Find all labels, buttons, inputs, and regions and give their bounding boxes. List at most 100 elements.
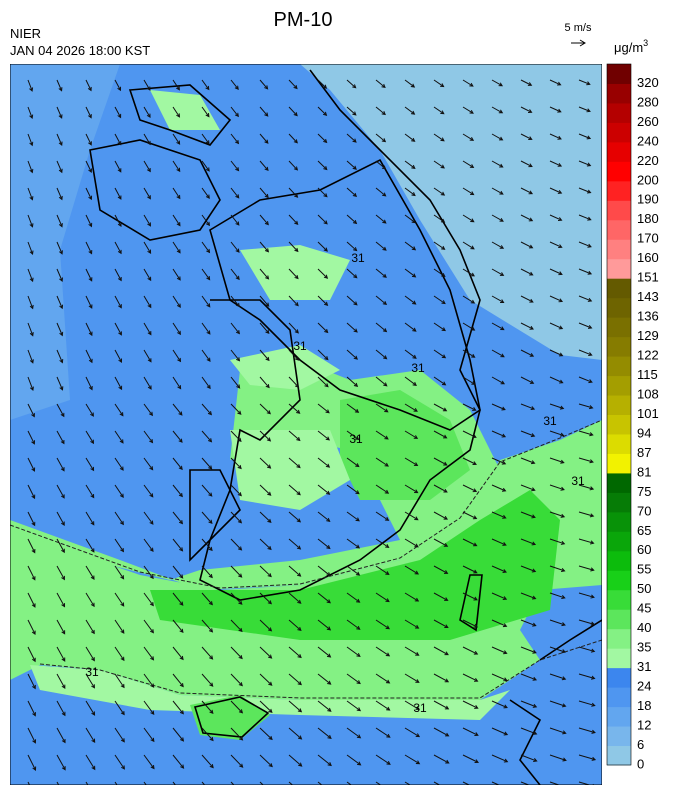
wind-arrow xyxy=(520,241,534,249)
wind-arrow xyxy=(56,160,63,174)
wind-arrow xyxy=(114,133,122,146)
wind-arrow xyxy=(172,268,181,281)
wind-arrow xyxy=(201,79,210,91)
wind-arrow xyxy=(288,241,299,253)
wind-arrow xyxy=(433,133,445,142)
wind-arrow xyxy=(433,592,449,601)
colorbar-label: 6 xyxy=(637,737,644,752)
wind-arrow xyxy=(259,79,269,90)
colorbar-segment xyxy=(607,395,631,415)
colorbar-segment xyxy=(607,180,631,201)
wind-arrow xyxy=(259,727,273,741)
wind-arrow xyxy=(462,349,476,358)
colorbar-segment xyxy=(607,141,631,162)
wind-arrow xyxy=(520,268,534,276)
wind-arrow xyxy=(549,79,562,86)
wind-arrow xyxy=(433,754,450,764)
wind-arrow xyxy=(520,295,534,303)
wind-arrow xyxy=(491,646,508,655)
wind-field xyxy=(27,79,597,785)
wind-arrow xyxy=(114,484,124,499)
wind-arrow xyxy=(346,538,361,549)
wind-arrow xyxy=(201,592,213,606)
wind-arrow xyxy=(259,511,272,523)
wind-arrow xyxy=(462,538,478,547)
wind-arrow xyxy=(404,592,420,602)
wind-arrow xyxy=(520,133,533,141)
wind-arrow xyxy=(114,268,122,282)
colorbar-segment xyxy=(607,492,631,513)
wind-arrow xyxy=(56,484,65,499)
wind-arrow xyxy=(172,376,182,390)
wind-arrow xyxy=(172,592,184,606)
wind-arrow xyxy=(259,592,273,605)
wind-arrow xyxy=(143,457,154,471)
wind-arrow xyxy=(520,619,537,627)
wind-arrow xyxy=(27,511,36,527)
wind-arrow xyxy=(317,484,331,495)
wind-arrow xyxy=(578,484,595,491)
wind-arrow xyxy=(114,106,122,119)
wind-arrow xyxy=(346,484,360,495)
wind-arrow xyxy=(230,727,244,741)
colorbar-label: 160 xyxy=(637,250,659,265)
colorbar-label: 94 xyxy=(637,425,651,440)
contour-label: 31 xyxy=(411,361,425,375)
wind-arrow xyxy=(578,403,594,410)
colorbar-label: 151 xyxy=(637,270,659,285)
wind-arrow xyxy=(520,484,536,492)
wind-arrow xyxy=(346,646,361,658)
colorbar-segment xyxy=(607,83,631,104)
wind-arrow xyxy=(56,214,63,228)
colorbar-segment xyxy=(607,102,631,123)
colorbar-segment xyxy=(607,414,631,435)
wind-arrow xyxy=(375,187,387,197)
wind-arrow xyxy=(172,538,184,552)
wind-arrow xyxy=(346,106,357,116)
contour-31 xyxy=(10,419,602,699)
wind-arrow xyxy=(259,781,264,785)
wind-arrow xyxy=(172,79,180,91)
wind-arrow xyxy=(201,511,213,524)
colorbar-label: 180 xyxy=(637,211,659,226)
zone-45 xyxy=(150,490,560,640)
wind-arrow xyxy=(27,295,34,310)
wind-arrow xyxy=(114,565,125,580)
wind-arrow xyxy=(520,511,536,519)
wind-arrow xyxy=(375,511,390,521)
colorbar-label: 35 xyxy=(637,640,651,655)
wind-arrow xyxy=(549,754,567,762)
wind-arrow xyxy=(404,511,419,521)
wind-arrow xyxy=(230,646,243,660)
wind-arrow xyxy=(317,673,332,685)
colorbar-label: 260 xyxy=(637,114,659,129)
wind-arrow xyxy=(317,511,331,522)
wind-arrow xyxy=(288,727,303,740)
wind-arrow xyxy=(143,619,154,634)
wind-arrow xyxy=(259,457,272,469)
wind-arrow xyxy=(578,700,596,707)
wind-arrow xyxy=(56,457,65,472)
wind-arrow xyxy=(85,322,93,337)
wind-arrow xyxy=(85,619,95,635)
colorbar-label: 280 xyxy=(637,94,659,109)
wind-arrow xyxy=(143,538,154,552)
wind-arrow xyxy=(346,349,358,360)
wind-arrow xyxy=(201,241,211,254)
wind-arrow xyxy=(520,781,531,785)
colorbar-label: 87 xyxy=(637,445,651,460)
colorbar-segment xyxy=(607,258,631,279)
wind-arrow xyxy=(317,781,323,785)
wind-scale-arrowhead xyxy=(579,39,586,47)
wind-arrow xyxy=(317,403,330,414)
wind-arrow xyxy=(85,79,92,92)
wind-arrow xyxy=(375,214,387,224)
wind-arrow xyxy=(346,376,359,387)
wind-arrow xyxy=(549,295,564,303)
wind-arrow xyxy=(259,430,272,442)
colorbar-segment xyxy=(607,200,631,221)
wind-arrow xyxy=(259,214,269,226)
wind-arrow xyxy=(27,187,34,201)
colorbar-label: 115 xyxy=(637,367,658,382)
wind-arrow xyxy=(230,430,242,443)
